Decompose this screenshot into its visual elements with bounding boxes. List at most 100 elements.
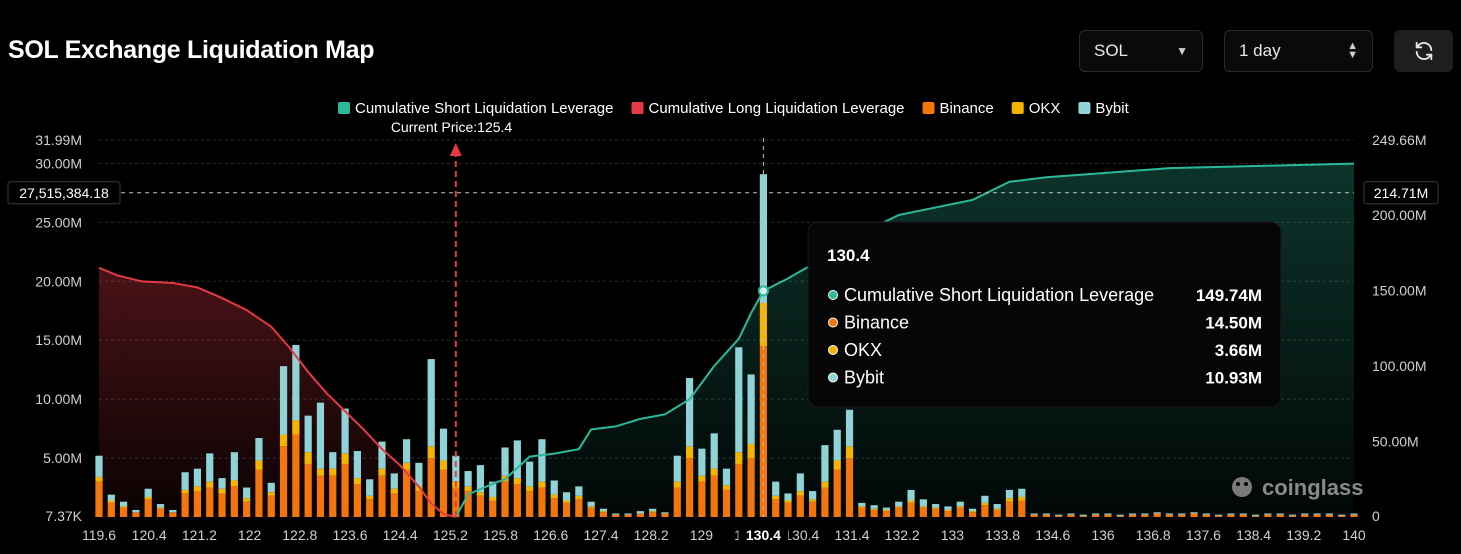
bar-bybit (402, 439, 411, 463)
bar-binance (267, 495, 275, 517)
tooltip-label-binance: Binance (844, 313, 909, 333)
bar-bybit (673, 455, 681, 482)
bar-binance (120, 507, 128, 517)
tooltip-dot-bybit (828, 372, 838, 383)
bar-bybit (144, 488, 152, 497)
legend-item-binance[interactable]: Binance (922, 100, 994, 117)
bar-binance (1092, 514, 1100, 517)
bar-bybit (624, 513, 632, 515)
bar-okx (255, 460, 263, 470)
coin-select[interactable]: SOL ▼ (1079, 30, 1203, 72)
bar-bybit (329, 452, 337, 469)
bar-binance (673, 487, 681, 517)
bar-bybit (1251, 514, 1260, 516)
bar-binance (513, 484, 521, 517)
long-leverage-area (99, 267, 456, 517)
bar-okx (870, 508, 878, 510)
x-axis-tick: 139.2 (1286, 527, 1321, 543)
bar-bybit (1325, 513, 1333, 515)
current-price-label: Current Price:125.4 (391, 119, 513, 135)
legend-item-long[interactable]: Cumulative Long Liquidation Leverage (631, 100, 905, 117)
x-axis-tick: 124.4 (383, 527, 418, 543)
legend-swatch-bybit (1078, 102, 1091, 114)
legend-item-okx[interactable]: OKX (1011, 100, 1061, 117)
bar-bybit (366, 479, 374, 496)
bar-binance (1116, 515, 1124, 517)
long-leverage-line (98, 266, 457, 518)
bar-binance (279, 446, 288, 517)
bar-binance (489, 500, 497, 517)
bar-okx (218, 488, 226, 494)
bar-binance (1338, 515, 1346, 517)
bar-bybit (1276, 513, 1284, 515)
bar-bybit (858, 502, 866, 507)
bar-okx (390, 488, 398, 494)
bar-binance (181, 493, 189, 517)
bar-okx (1005, 498, 1014, 502)
bar-bybit (95, 455, 103, 477)
bar-binance (464, 491, 472, 517)
x-axis-tick: 120.4 (132, 527, 167, 543)
legend-item-bybit[interactable]: Bybit (1078, 100, 1130, 117)
bar-bybit (501, 447, 509, 476)
left-axis-tick: 25.00M (35, 214, 82, 230)
bar-binance (1325, 514, 1333, 517)
bar-bybit (452, 455, 460, 482)
bar-okx (353, 478, 361, 485)
bar-binance (415, 491, 423, 517)
bar-binance (402, 469, 411, 517)
x-axis-tick: 140 (1342, 527, 1366, 543)
bar-binance (1215, 515, 1223, 517)
bar-okx (796, 491, 804, 496)
bar-binance (255, 469, 263, 517)
bar-okx (882, 509, 891, 512)
right-axis-tick: 200.00M (1372, 207, 1426, 223)
bar-bybit (255, 438, 263, 461)
bar-binance (698, 481, 706, 517)
bar-binance (218, 493, 226, 517)
bar-bybit (243, 487, 251, 499)
x-axis-tick: 119.6 (82, 527, 116, 543)
tooltip-dot-okx (828, 345, 838, 355)
bar-okx (833, 460, 841, 470)
bar-bybit (562, 492, 571, 501)
bar-bybit (1239, 513, 1247, 515)
bar-binance (341, 463, 349, 517)
x-axis-tick: 136 (1091, 527, 1115, 543)
x-axis-tick: 127.4 (583, 527, 618, 543)
up-down-chevron-icon: ▲ ▼ (1347, 40, 1358, 61)
bar-binance (821, 487, 829, 517)
x-axis-tick: 133.8 (985, 527, 1020, 543)
tooltip-dot-binance (828, 317, 838, 328)
tooltip-dot-short (828, 290, 838, 300)
crosshair-left-value: 27,515,384.18 (19, 185, 109, 201)
bar-binance (1030, 514, 1038, 517)
bar-binance (1104, 514, 1112, 517)
bar-binance (1165, 514, 1174, 517)
bar-bybit (206, 453, 214, 482)
left-axis-tick: 15.00M (35, 332, 82, 348)
bar-binance (1018, 500, 1026, 517)
bar-binance (981, 505, 989, 517)
left-axis-tick: 10.00M (35, 391, 82, 407)
bar-bybit (735, 347, 743, 453)
bar-bybit (1141, 513, 1149, 515)
bar-binance (575, 499, 583, 517)
x-axis-tick: 138.4 (1236, 527, 1271, 543)
bar-bybit (1067, 513, 1075, 515)
bar-okx (562, 500, 571, 503)
x-axis-tick: 123.6 (332, 527, 367, 543)
legend-item-short[interactable]: Cumulative Short Liquidation Leverage (338, 100, 614, 117)
bar-okx (513, 478, 521, 485)
bar-binance (1301, 514, 1309, 517)
refresh-button[interactable] (1394, 30, 1453, 72)
bar-binance (1067, 514, 1075, 517)
legend-label-bybit: Bybit (1095, 100, 1129, 117)
bar-bybit (919, 499, 927, 507)
range-select[interactable]: 1 day ▲ ▼ (1224, 30, 1373, 72)
left-axis-tick: 5.00M (43, 450, 82, 466)
bar-bybit (599, 508, 608, 512)
bar-okx (550, 494, 558, 499)
bar-binance (353, 484, 361, 517)
bar-okx (464, 486, 472, 492)
